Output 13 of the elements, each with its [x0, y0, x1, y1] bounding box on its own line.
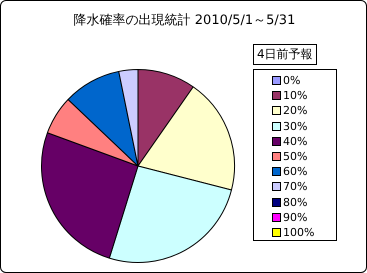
legend-label: 20% [283, 104, 308, 118]
legend-label: 0% [283, 74, 300, 88]
legend-label: 100% [283, 226, 314, 239]
legend-label: 80% [283, 196, 308, 209]
legend-title: 4日前予報 [253, 44, 317, 65]
legend-label: 30% [283, 120, 308, 133]
legend-label: 90% [283, 210, 308, 224]
legend-label: 10% [283, 89, 308, 102]
chart-title: 降水確率の出現統計 2010/5/1～5/31 [72, 12, 296, 29]
legend-label: 70% [283, 180, 308, 194]
legend-label: 40% [283, 134, 308, 148]
legend-label: 60% [283, 165, 308, 178]
legend-label: 50% [283, 150, 308, 164]
